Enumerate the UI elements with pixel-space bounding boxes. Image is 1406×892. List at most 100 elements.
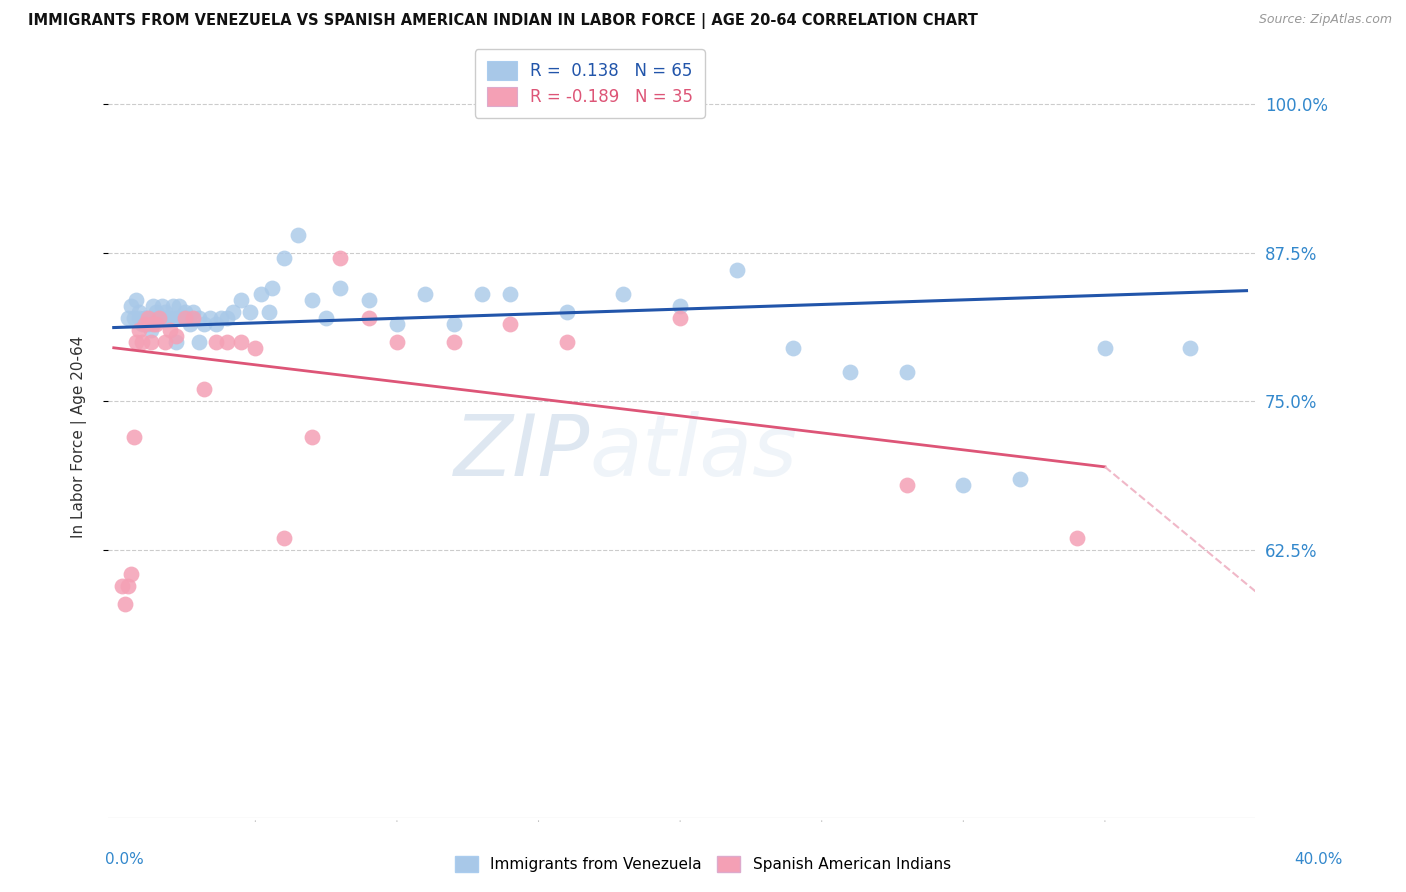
- Point: [315, 311, 337, 326]
- Point: [181, 311, 204, 326]
- Point: [120, 567, 142, 582]
- Point: [669, 299, 692, 313]
- Point: [159, 311, 181, 326]
- Point: [896, 477, 918, 491]
- Point: [145, 311, 167, 326]
- Point: [120, 299, 142, 313]
- Point: [176, 311, 198, 326]
- Point: [173, 311, 195, 326]
- Point: [413, 287, 436, 301]
- Point: [187, 334, 209, 349]
- Point: [555, 305, 578, 319]
- Point: [131, 334, 153, 349]
- Point: [170, 311, 193, 326]
- Point: [357, 311, 380, 326]
- Point: [139, 311, 162, 326]
- Point: [148, 311, 170, 326]
- Point: [131, 317, 153, 331]
- Point: [471, 287, 494, 301]
- Point: [782, 341, 804, 355]
- Point: [198, 311, 221, 326]
- Point: [301, 430, 323, 444]
- Point: [117, 311, 139, 326]
- Point: [153, 311, 176, 326]
- Point: [1066, 531, 1088, 545]
- Text: 0.0%: 0.0%: [105, 852, 145, 867]
- Point: [128, 311, 150, 326]
- Y-axis label: In Labor Force | Age 20-64: In Labor Force | Age 20-64: [72, 336, 87, 538]
- Point: [1008, 472, 1031, 486]
- Point: [165, 311, 187, 326]
- Point: [128, 323, 150, 337]
- Point: [193, 383, 215, 397]
- Point: [156, 311, 179, 326]
- Point: [839, 365, 862, 379]
- Point: [204, 317, 226, 331]
- Point: [136, 317, 159, 331]
- Point: [250, 287, 273, 301]
- Point: [204, 334, 226, 349]
- Point: [259, 305, 281, 319]
- Point: [187, 311, 209, 326]
- Text: IMMIGRANTS FROM VENEZUELA VS SPANISH AMERICAN INDIAN IN LABOR FORCE | AGE 20-64 : IMMIGRANTS FROM VENEZUELA VS SPANISH AME…: [28, 13, 979, 29]
- Point: [125, 293, 148, 308]
- Point: [896, 365, 918, 379]
- Point: [117, 579, 139, 593]
- Point: [136, 311, 159, 326]
- Point: [273, 252, 295, 266]
- Text: atlas: atlas: [589, 411, 797, 494]
- Point: [1178, 341, 1201, 355]
- Point: [150, 299, 173, 313]
- Legend: Immigrants from Venezuela, Spanish American Indians: Immigrants from Venezuela, Spanish Ameri…: [447, 848, 959, 880]
- Point: [385, 317, 408, 331]
- Point: [139, 334, 162, 349]
- Point: [725, 263, 748, 277]
- Point: [443, 317, 465, 331]
- Point: [262, 281, 284, 295]
- Point: [209, 311, 232, 326]
- Point: [153, 334, 176, 349]
- Point: [193, 317, 215, 331]
- Point: [134, 311, 156, 326]
- Point: [134, 317, 156, 331]
- Point: [165, 334, 187, 349]
- Point: [173, 305, 195, 319]
- Point: [221, 305, 243, 319]
- Point: [273, 531, 295, 545]
- Point: [165, 329, 187, 343]
- Point: [231, 334, 253, 349]
- Text: 40.0%: 40.0%: [1295, 852, 1343, 867]
- Point: [499, 317, 522, 331]
- Point: [231, 293, 253, 308]
- Point: [499, 287, 522, 301]
- Text: ZIP: ZIP: [454, 411, 589, 494]
- Point: [215, 334, 238, 349]
- Point: [114, 597, 136, 611]
- Point: [287, 227, 309, 242]
- Point: [245, 341, 267, 355]
- Point: [159, 323, 181, 337]
- Point: [301, 293, 323, 308]
- Point: [162, 299, 184, 313]
- Point: [669, 311, 692, 326]
- Point: [128, 305, 150, 319]
- Point: [385, 334, 408, 349]
- Point: [329, 281, 352, 295]
- Point: [125, 334, 148, 349]
- Point: [1094, 341, 1116, 355]
- Point: [329, 252, 352, 266]
- Point: [122, 311, 145, 326]
- Point: [239, 305, 262, 319]
- Point: [357, 293, 380, 308]
- Legend: R =  0.138   N = 65, R = -0.189   N = 35: R = 0.138 N = 65, R = -0.189 N = 35: [475, 49, 704, 118]
- Point: [139, 323, 162, 337]
- Point: [111, 579, 134, 593]
- Point: [142, 317, 165, 331]
- Point: [443, 334, 465, 349]
- Point: [145, 305, 167, 319]
- Point: [555, 334, 578, 349]
- Text: Source: ZipAtlas.com: Source: ZipAtlas.com: [1258, 13, 1392, 27]
- Point: [181, 305, 204, 319]
- Point: [148, 311, 170, 326]
- Point: [145, 317, 167, 331]
